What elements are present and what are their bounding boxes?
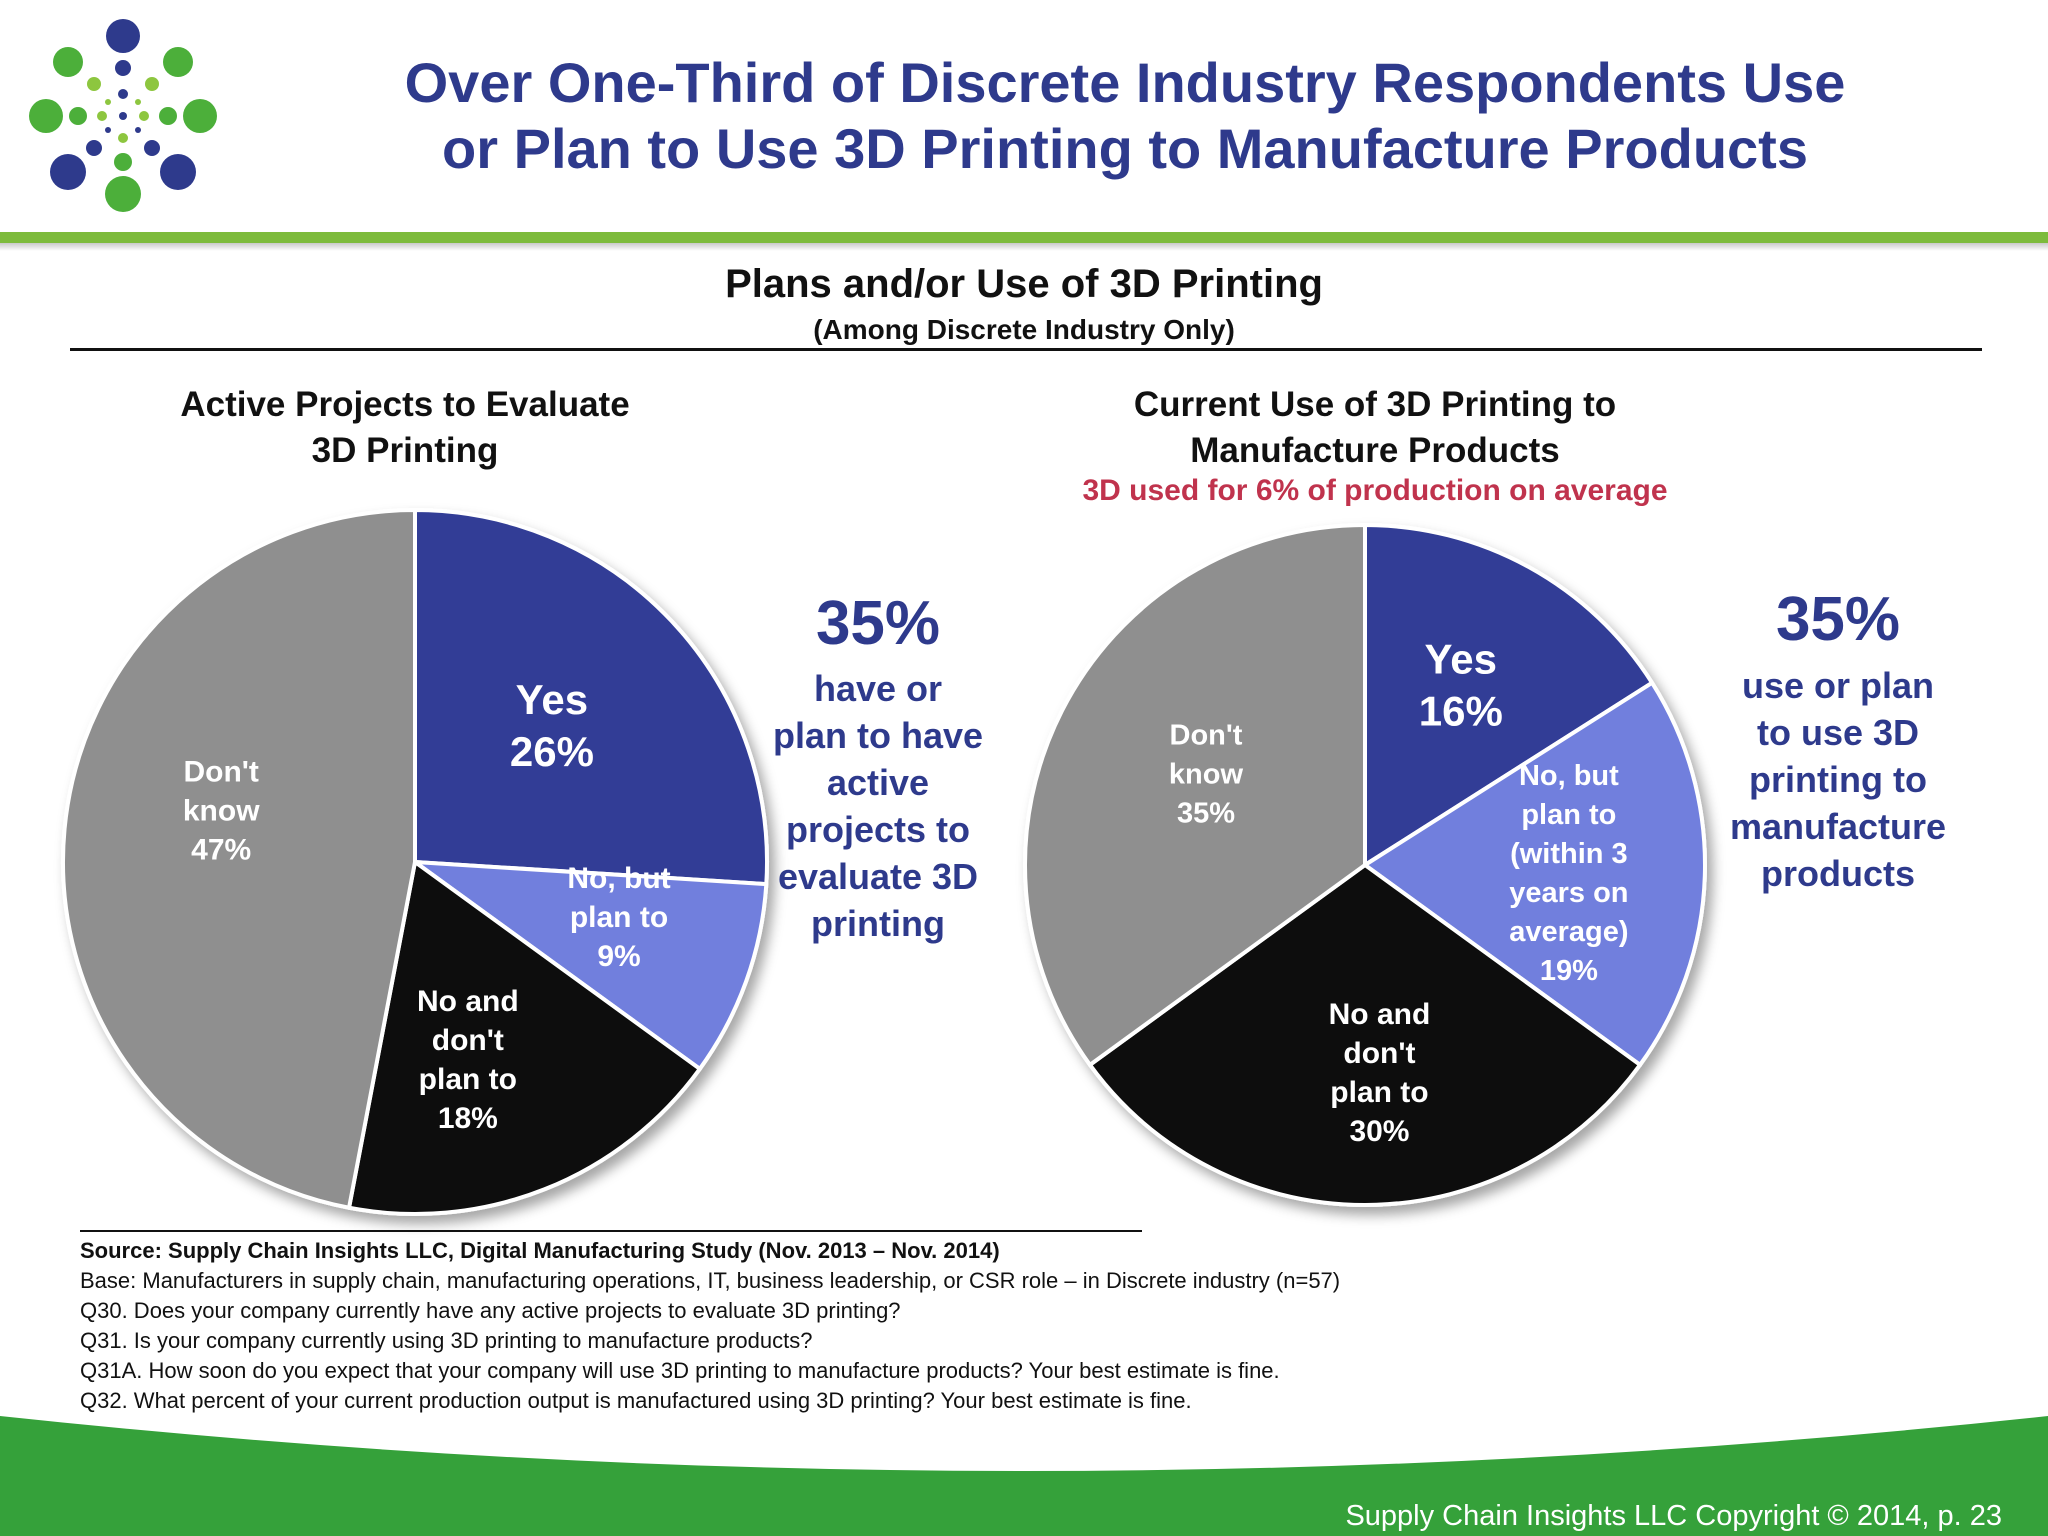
pie-label-line: No and [417, 985, 519, 1018]
pie-slice-dont-know [1022, 523, 1367, 1067]
source-heading: Source: Supply Chain Insights LLC, Digit… [80, 1238, 1000, 1263]
pie-label-line: 35% [1177, 797, 1235, 829]
source-rule [80, 1230, 1142, 1232]
right-pie [1022, 523, 1707, 1208]
source-line: Q31A. How soon do you expect that your c… [80, 1358, 1280, 1383]
pie-label-line: 18% [438, 1102, 498, 1135]
source-notes: Source: Supply Chain Insights LLC, Digit… [80, 1236, 1980, 1416]
left-callout-line: printing [811, 903, 945, 944]
right-callout-line: manufacture [1729, 806, 1947, 847]
company-logo [29, 19, 217, 212]
left-callout-value: 35% [815, 589, 941, 658]
pie-label-line: plan to [419, 1063, 517, 1096]
pie-slice-yes [1363, 523, 1655, 867]
header-divider [0, 232, 2048, 243]
pie-label-line: 9% [597, 940, 640, 973]
left-callout-line: have or [813, 668, 943, 709]
pie-label-dont-know: Don't know 47% [183, 756, 260, 867]
pie-slice-no [347, 860, 702, 1216]
footer-band [0, 1416, 2048, 1536]
source-line: Q30. Does your company currently have an… [80, 1298, 901, 1323]
pie-label-line: 30% [1349, 1115, 1409, 1148]
pie-label-line: don't [432, 1024, 504, 1057]
pie-label-yes: Yes 26% [510, 676, 594, 775]
left-callout-line: projects to [785, 809, 971, 850]
slide-title-line-2: or Plan to Use 3D Printing to Manufactur… [442, 117, 1808, 180]
header-divider-shadow [0, 243, 2048, 251]
right-pie-title-line-2: Manufacture Products [1190, 431, 1560, 470]
pie-label-dont-know: Don't know 35% [1169, 719, 1244, 829]
chart-subtitle: (Among Discrete Industry Only) [813, 314, 1235, 345]
source-line: Q32. What percent of your current produc… [80, 1388, 1192, 1413]
left-pie-title: Active Projects to Evaluate 3D Printing [80, 382, 730, 474]
source-line: Base: Manufacturers in supply chain, man… [80, 1268, 1341, 1293]
pie-left-labels: Yes 26% No, but plan to 9% No and don't plan to… [183, 676, 671, 1135]
pie-label-line: know [183, 795, 260, 828]
pie-slice-plan [413, 860, 769, 1071]
slide-title-line-1: Over One-Third of Discrete Industry Resp… [404, 51, 1846, 114]
right-pie-note: 3D used for 6% of production on average [1082, 474, 1668, 507]
left-pie-title-line-1: Active Projects to Evaluate [180, 385, 630, 424]
chart-title: Plans and/or Use of 3D Printing [725, 262, 1323, 306]
pie-label-line: plan to [570, 901, 668, 934]
left-callout-line: plan to have [772, 715, 984, 756]
slide-title: Over One-Third of Discrete Industry Resp… [240, 50, 2010, 182]
pie-label-line: No, but [1519, 760, 1619, 792]
pie-label-line: average) [1509, 916, 1628, 948]
right-pie-title: Current Use of 3D Printing to Manufactur… [1020, 382, 1730, 474]
pie-label-no: No and don't plan to 30% [1329, 998, 1431, 1148]
pie-label-plan: No, but plan to 9% [567, 862, 670, 973]
pie-label-line: years on [1509, 877, 1628, 909]
footer-copyright: Supply Chain Insights LLC Copyright © 20… [1345, 1500, 2002, 1532]
pie-label-line: don't [1343, 1037, 1415, 1070]
chart-title-rule [70, 348, 1982, 351]
right-callout-value: 35% [1775, 585, 1901, 654]
pie-label-line: 19% [1540, 955, 1598, 987]
pie-slice-dont-know [61, 508, 417, 1210]
pie-label-no: No and don't plan to 18% [417, 985, 519, 1135]
pie-label-line: Yes [516, 676, 588, 723]
pie-label-line: Yes [1425, 636, 1497, 683]
pie-label-line: 26% [510, 728, 594, 775]
right-pie-title-line-1: Current Use of 3D Printing to [1133, 385, 1617, 424]
pie-slice-no [1087, 863, 1643, 1208]
pie-label-line: know [1169, 758, 1244, 790]
left-callout-line: active [826, 762, 930, 803]
pie-label-line: 47% [191, 834, 251, 867]
right-callout-line: products [1760, 853, 1915, 894]
right-callout-line: use or plan [1741, 665, 1935, 706]
left-callout-text: have or plan to have active projects to … [748, 665, 1008, 947]
pie-slice-yes [413, 508, 769, 887]
pie-label-line: Don't [1170, 719, 1243, 751]
pie-label-line: No and [1329, 998, 1431, 1031]
left-callout-line: evaluate 3D [777, 856, 979, 897]
pie-label-line: 16% [1419, 688, 1503, 735]
pie-label-plan: No, but plan to (within 3 years on average) 1… [1509, 760, 1628, 987]
left-pie-title-line-2: 3D Printing [311, 431, 499, 470]
right-callout-line: printing to [1749, 759, 1927, 800]
pie-label-line: (within 3 [1510, 838, 1628, 870]
right-callout-line: to use 3D [1756, 712, 1920, 753]
left-pie [61, 508, 769, 1216]
pie-label-line: Don't [183, 756, 258, 789]
pie-label-line: No, but [567, 862, 670, 895]
pie-slice-plan [1363, 680, 1707, 1067]
source-line: Q31. Is your company currently using 3D … [80, 1328, 813, 1353]
pie-right-labels: Yes 16% No, but plan to (within 3 years on ave… [1169, 636, 1629, 1148]
pie-label-line: plan to [1330, 1076, 1428, 1109]
pie-label-line: plan to [1521, 799, 1616, 831]
pie-label-yes: Yes 16% [1419, 636, 1503, 735]
right-callout-text: use or plan to use 3D printing to manufa… [1708, 662, 1968, 897]
